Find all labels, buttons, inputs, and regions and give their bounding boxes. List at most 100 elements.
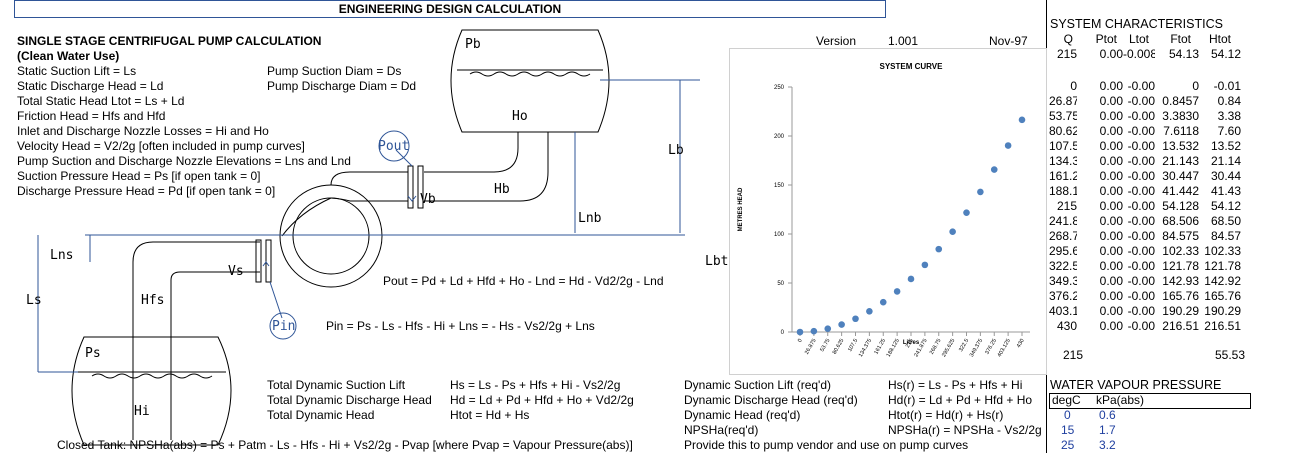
system-row-cell[interactable]: 190.29: [1204, 304, 1241, 318]
system-row-cell[interactable]: 0: [1192, 79, 1199, 93]
def-line[interactable]: Total Static Head Ltot = Ls + Ld: [17, 94, 185, 108]
system-row-cell[interactable]: 0.00: [1099, 184, 1123, 198]
total-eq[interactable]: Hs = Ls - Ps + Hfs + Hi - Vs2/2g: [450, 378, 621, 392]
system-row-cell[interactable]: 349.37: [1049, 274, 1077, 288]
system-first-row-cell[interactable]: 54.13: [1168, 47, 1199, 61]
system-row-cell[interactable]: 0.84: [1217, 94, 1241, 108]
system-header-cell[interactable]: Ptot: [1095, 32, 1117, 46]
system-header-cell[interactable]: Ltot: [1128, 32, 1149, 46]
def-line[interactable]: Suction Pressure Head = Ps [if open tank…: [17, 169, 261, 183]
system-row-cell[interactable]: 142.92: [1204, 274, 1241, 288]
system-row-cell[interactable]: -0.00: [1127, 139, 1155, 153]
system-row-cell[interactable]: 0.00: [1099, 169, 1123, 183]
sheet-title[interactable]: ENGINEERING DESIGN CALCULATION: [14, 0, 886, 18]
system-row-cell[interactable]: 13.532: [1162, 139, 1199, 153]
system-row-cell[interactable]: -0.00: [1127, 259, 1155, 273]
total-eq[interactable]: Hd = Ld + Pd + Hfd + Ho + Vd2/2g: [450, 393, 634, 407]
total-label[interactable]: Total Dynamic Suction Lift: [267, 378, 406, 392]
system-bottom-h[interactable]: 55.53: [1214, 348, 1245, 362]
system-row-cell[interactable]: 376.25: [1049, 289, 1077, 303]
vapour-kpa[interactable]: 0.6: [1099, 408, 1116, 422]
closed-tank-npsh[interactable]: Closed Tank: NPSHa(abs) = Ps + Patm - Ls…: [57, 438, 633, 452]
system-row-cell[interactable]: 134.37: [1049, 154, 1077, 168]
system-row-cell[interactable]: 30.447: [1162, 169, 1199, 183]
system-row-cell[interactable]: 84.57: [1210, 229, 1241, 243]
system-row-cell[interactable]: 7.60: [1217, 124, 1241, 138]
system-row-cell[interactable]: -0.00: [1127, 79, 1155, 93]
system-row-cell[interactable]: 215: [1056, 199, 1077, 213]
system-row-cell[interactable]: 21.14: [1210, 154, 1241, 168]
system-row-cell[interactable]: 21.143: [1162, 154, 1199, 168]
system-row-cell[interactable]: -0.00: [1127, 184, 1155, 198]
calc-heading[interactable]: SINGLE STAGE CENTRIFUGAL PUMP CALCULATIO…: [17, 34, 322, 48]
system-row-cell[interactable]: -0.00: [1127, 274, 1155, 288]
system-row-cell[interactable]: 0.00: [1099, 94, 1123, 108]
system-row-cell[interactable]: 102.33: [1204, 244, 1241, 258]
system-row-cell[interactable]: 0.00: [1099, 214, 1123, 228]
system-row-cell[interactable]: 121.78: [1204, 259, 1241, 273]
pout-equation[interactable]: Pout = Pd + Ld + Hfd + Ho - Lnd = Hd - V…: [383, 274, 664, 288]
def-line[interactable]: Inlet and Discharge Nozzle Losses = Hi a…: [17, 124, 269, 138]
system-header-cell[interactable]: Ftot: [1170, 32, 1191, 46]
system-row-cell[interactable]: -0.00: [1127, 319, 1155, 333]
def-line[interactable]: Friction Head = Hfs and Hfd: [17, 109, 166, 123]
reqd-eq[interactable]: Htot(r) = Hd(r) + Hs(r): [888, 408, 1004, 422]
system-row-cell[interactable]: 13.52: [1210, 139, 1241, 153]
vendor-note[interactable]: Provide this to pump vendor and use on p…: [684, 438, 969, 452]
system-row-cell[interactable]: 26.875: [1049, 94, 1077, 108]
system-row-cell[interactable]: -0.00: [1127, 304, 1155, 318]
reqd-label[interactable]: Dynamic Head (req'd): [684, 408, 801, 422]
system-row-cell[interactable]: 41.43: [1210, 184, 1241, 198]
system-row-cell[interactable]: 0: [1070, 79, 1077, 93]
system-row-cell[interactable]: 216.51: [1204, 319, 1241, 333]
system-row-cell[interactable]: 188.12: [1049, 184, 1077, 198]
def-line[interactable]: Discharge Pressure Head = Pd [if open ta…: [17, 184, 276, 198]
system-row-cell[interactable]: 68.506: [1162, 214, 1199, 228]
system-row-cell[interactable]: 403.12: [1049, 304, 1077, 318]
system-row-cell[interactable]: 268.75: [1049, 229, 1077, 243]
system-row-cell[interactable]: 102.33: [1162, 244, 1199, 258]
vapour-header-degc[interactable]: degC: [1052, 393, 1081, 407]
vapour-degc[interactable]: 25: [1061, 438, 1075, 452]
system-curve-chart[interactable]: SYSTEM CURVE METRES HEAD 0 50 100 150 200 250 0 2…: [729, 48, 1047, 375]
discharge-diam-def[interactable]: Pump Discharge Diam = Dd: [267, 79, 417, 93]
suction-diam-def[interactable]: Pump Suction Diam = Ds: [267, 64, 402, 78]
system-bottom-q[interactable]: 215: [1063, 348, 1084, 362]
system-header-cell[interactable]: Htot: [1208, 32, 1231, 46]
system-row-cell[interactable]: -0.00: [1127, 124, 1155, 138]
version-number[interactable]: 1.001: [888, 34, 919, 48]
system-row-cell[interactable]: 0.00: [1099, 109, 1123, 123]
vapour-degc[interactable]: 0: [1064, 408, 1071, 422]
system-header-cell[interactable]: Q: [1063, 32, 1073, 46]
def-line[interactable]: Static Discharge Head = Ld: [17, 79, 164, 93]
system-row-cell[interactable]: 121.78: [1162, 259, 1199, 273]
version-label[interactable]: Version: [816, 34, 857, 48]
system-row-cell[interactable]: 68.50: [1210, 214, 1241, 228]
system-row-cell[interactable]: 107.5: [1049, 139, 1077, 153]
vapour-title[interactable]: WATER VAPOUR PRESSURE: [1050, 378, 1222, 392]
calc-subheading[interactable]: (Clean Water Use): [17, 49, 120, 63]
vapour-header-kpa[interactable]: kPa(abs): [1096, 393, 1145, 407]
reqd-label[interactable]: NPSHa(req'd): [684, 423, 759, 437]
system-row-cell[interactable]: 165.76: [1162, 289, 1199, 303]
system-row-cell[interactable]: 190.29: [1162, 304, 1199, 318]
version-date[interactable]: Nov-97: [989, 34, 1028, 48]
system-row-cell[interactable]: 0.00: [1099, 229, 1123, 243]
system-row-cell[interactable]: 161.25: [1049, 169, 1077, 183]
system-row-cell[interactable]: 41.442: [1162, 184, 1199, 198]
system-row-cell[interactable]: 322.5: [1049, 259, 1077, 273]
system-row-cell[interactable]: -0.00: [1127, 169, 1155, 183]
system-row-cell[interactable]: 165.76: [1204, 289, 1241, 303]
system-row-cell[interactable]: 3.3830: [1162, 109, 1199, 123]
system-row-cell[interactable]: 80.625: [1049, 124, 1077, 138]
system-row-cell[interactable]: -0.00: [1127, 154, 1155, 168]
system-first-row-cell[interactable]: 0.00: [1099, 47, 1123, 61]
system-row-cell[interactable]: 0.00: [1099, 274, 1123, 288]
system-first-row-cell[interactable]: -0.008: [1123, 47, 1155, 61]
system-row-cell[interactable]: 7.6118: [1163, 124, 1199, 138]
total-label[interactable]: Total Dynamic Head: [267, 408, 375, 422]
system-row-cell[interactable]: 0.00: [1099, 304, 1123, 318]
def-line[interactable]: Velocity Head = V2/2g [often included in…: [17, 139, 305, 153]
system-row-cell[interactable]: 430: [1056, 319, 1077, 333]
system-row-cell[interactable]: 0.00: [1099, 79, 1123, 93]
